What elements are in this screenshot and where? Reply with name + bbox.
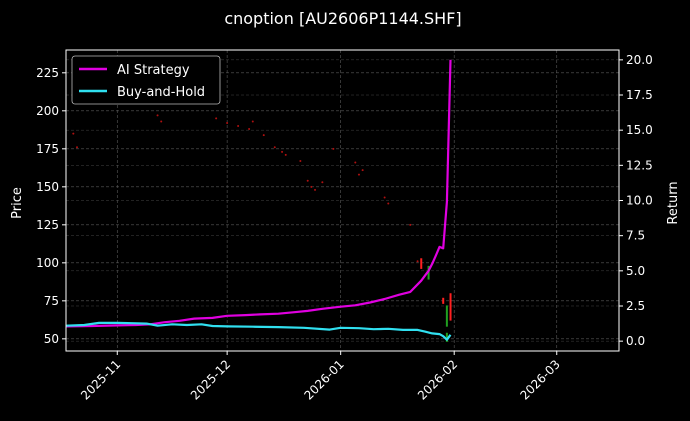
tick-label-right: 5.0 <box>626 264 645 278</box>
price-dot <box>354 161 357 164</box>
legend-label: AI Strategy <box>117 63 190 78</box>
price-dot <box>299 159 302 162</box>
price-dot <box>156 114 159 117</box>
tick-label-left: 225 <box>36 66 59 80</box>
left-axis-label: Price <box>10 187 25 219</box>
price-dot <box>357 173 360 176</box>
tick-label-right: 10.0 <box>626 194 653 208</box>
series-line-buy-and-hold <box>65 321 452 341</box>
chart-title: cnoption [AU2606P1144.SHF] <box>224 9 461 28</box>
price-dot <box>321 181 324 184</box>
price-dot <box>273 146 276 149</box>
tick-label-right: 2.5 <box>626 299 645 313</box>
price-dot <box>226 121 229 124</box>
tick-label-left: 150 <box>36 180 59 194</box>
tick-label-right: 0.0 <box>626 334 645 348</box>
price-dot <box>262 134 265 137</box>
price-dot <box>160 120 163 123</box>
legend-label: Buy-and-Hold <box>117 85 205 100</box>
series-lines <box>65 59 452 341</box>
price-dot <box>409 223 412 226</box>
right-axis: 0.0 2.5 5.0 7.5 10.0 12.5 15.0 17.5 20.0 <box>619 53 653 348</box>
tick-label-left: 125 <box>36 218 59 232</box>
price-dot <box>361 169 364 172</box>
price-dot <box>251 120 254 123</box>
price-dot <box>281 150 284 153</box>
legend-box <box>71 55 221 105</box>
tick-label-left: 75 <box>44 294 59 308</box>
price-dot <box>314 188 317 191</box>
tick-label-right: 7.5 <box>626 229 645 243</box>
tick-label-left: 50 <box>44 332 59 346</box>
price-dot <box>284 153 287 156</box>
tick-label-right: 12.5 <box>626 158 653 172</box>
price-dot <box>387 202 390 205</box>
series-line-ai-strategy <box>65 59 452 328</box>
tick-label-left: 175 <box>36 142 59 156</box>
price-dot <box>416 260 419 263</box>
tick-label-right: 17.5 <box>626 88 653 102</box>
legend: AI Strategy Buy-and-Hold <box>71 55 221 105</box>
price-dot <box>310 185 313 188</box>
right-axis-label: Return <box>666 181 681 224</box>
price-dot <box>75 146 78 149</box>
price-dots <box>72 114 419 263</box>
price-dot <box>248 128 251 131</box>
price-dot <box>215 117 218 120</box>
tick-label-right: 20.0 <box>626 53 653 67</box>
price-dot <box>72 132 75 135</box>
price-dot <box>306 179 309 182</box>
tick-label-left: 100 <box>36 256 59 270</box>
tick-label-left: 200 <box>36 104 59 118</box>
price-dot <box>237 125 240 128</box>
price-dot <box>383 196 386 199</box>
tick-label-right: 15.0 <box>626 123 653 137</box>
price-dot <box>332 147 335 150</box>
left-axis: 50 75 100 125 150 175 200 225 <box>36 66 66 346</box>
